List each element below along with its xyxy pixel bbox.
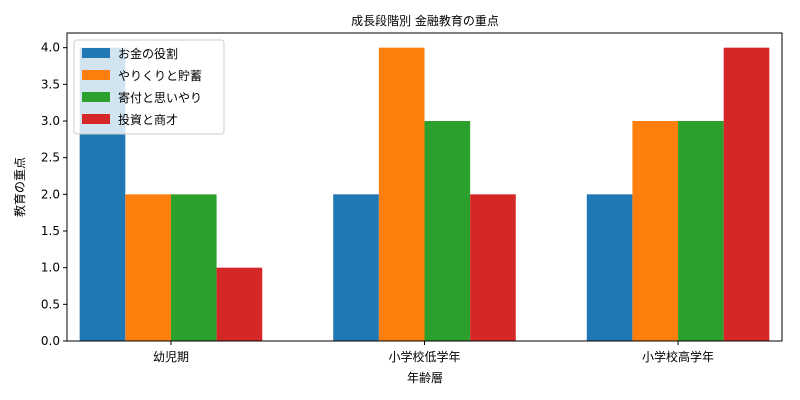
- y-tick-label: 0.5: [41, 297, 60, 311]
- y-tick-label: 1.0: [41, 261, 60, 275]
- y-axis-label: 教育の重点: [12, 157, 27, 217]
- y-axis-ticks: 0.0 0.5 1.0 1.5 2.0 2.5 3.0 3.5 4.0: [41, 41, 67, 348]
- legend-swatch: [82, 114, 110, 124]
- bar: [424, 121, 471, 341]
- chart-title: 成長段階別 金融教育の重点: [351, 13, 499, 28]
- y-tick-label: 2.0: [41, 187, 60, 201]
- bar: [632, 121, 679, 341]
- bar: [678, 121, 724, 341]
- legend-swatch: [82, 70, 110, 80]
- legend-frame: [73, 39, 225, 135]
- y-tick-label: 2.5: [41, 151, 60, 165]
- y-tick-label: 0.0: [41, 334, 60, 348]
- bar: [586, 194, 633, 341]
- legend-label: お金の役割: [118, 46, 178, 61]
- plot-frame: [66, 32, 783, 342]
- legend-label: やりくりと貯蓄: [118, 69, 202, 83]
- x-axis-label: 年齢層: [407, 370, 443, 385]
- bar: [216, 267, 263, 341]
- y-tick-label: 3.5: [41, 77, 60, 91]
- bar: [125, 194, 171, 341]
- legend-label: 投資と商才: [118, 112, 178, 127]
- y-tick-label: 1.5: [41, 224, 60, 238]
- x-axis-ticks: 幼児期 小学校低学年 小学校高学年: [153, 341, 714, 364]
- x-tick-label: 小学校低学年: [388, 349, 460, 364]
- legend-swatch: [82, 92, 110, 102]
- legend-label: 寄付と思いやり: [118, 90, 202, 105]
- bar: [470, 194, 516, 341]
- x-tick-label: 幼児期: [153, 350, 189, 364]
- y-tick-label: 4.0: [41, 41, 60, 55]
- x-tick-label: 小学校高学年: [642, 349, 714, 364]
- bar: [170, 194, 217, 341]
- legend-swatch: [82, 48, 110, 58]
- bar: [333, 194, 379, 341]
- bar: [378, 47, 425, 342]
- bar: [723, 47, 770, 342]
- y-tick-label: 3.0: [41, 114, 60, 128]
